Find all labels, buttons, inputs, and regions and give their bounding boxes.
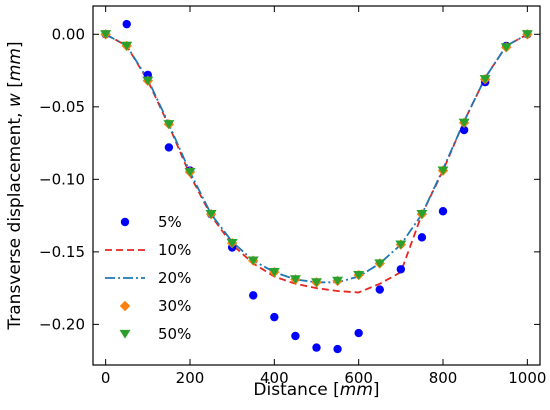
- data-point: [142, 76, 154, 86]
- data-point: [291, 331, 300, 341]
- data-point: [268, 268, 280, 277]
- data-point: [289, 275, 301, 285]
- x-tick-label: 200: [176, 369, 205, 387]
- y-axis-label-close: ]: [5, 41, 25, 48]
- data-point: [459, 125, 469, 135]
- y-axis-label-unit: mm: [5, 48, 25, 81]
- legend: 5% 10% 20% 30% 50%: [105, 213, 191, 343]
- x-tick-label: 1000: [508, 369, 546, 387]
- legend-label: 50%: [158, 325, 191, 343]
- x-tick-label: 0: [101, 369, 111, 387]
- x-axis-label-close: ]: [373, 380, 380, 400]
- legend-entry-50pct: 50%: [119, 325, 191, 343]
- legend-entry-20pct: 20%: [105, 269, 191, 287]
- y-axis-label-text: Transverse displacement,: [5, 107, 25, 331]
- plot-frame: [92, 5, 541, 366]
- data-point: [121, 41, 133, 51]
- data-point: [311, 278, 322, 287]
- x-tick-label: 400: [260, 369, 289, 387]
- data-point: [375, 285, 384, 294]
- data-point: [184, 167, 196, 177]
- y-tick-label: 0.00: [52, 25, 85, 43]
- legend-marker: [119, 329, 131, 339]
- data-point: [354, 328, 363, 338]
- plot-series-group: [100, 19, 533, 354]
- y-axis-label-var: w: [5, 93, 25, 107]
- y-axis-label: Transverse displacement, w [mm]: [5, 41, 25, 330]
- legend-entry-5pct: 5%: [120, 213, 182, 231]
- data-point: [270, 312, 279, 322]
- series-markers-50pct: [100, 30, 533, 287]
- x-axis-label-text: Distance [: [253, 380, 339, 400]
- legend-entry-10pct: 10%: [105, 241, 191, 259]
- data-point: [458, 118, 470, 128]
- data-point: [438, 207, 448, 216]
- y-tick-label: −0.20: [39, 315, 85, 333]
- data-point: [100, 30, 112, 39]
- data-point: [437, 166, 449, 176]
- x-axis-label: Distance [mm]: [253, 380, 379, 400]
- data-point: [205, 210, 217, 219]
- data-point: [416, 210, 428, 219]
- y-tick-label: −0.10: [39, 170, 85, 188]
- axis-ticks-group: 0 200 400 600 800 1000 0.00 −0.05 −0.10 −0.15 −0.2…: [39, 6, 546, 387]
- x-tick-label: 800: [429, 369, 458, 387]
- legend-marker: [120, 217, 130, 227]
- data-point: [122, 19, 131, 29]
- data-point: [332, 276, 344, 286]
- data-point: [164, 143, 174, 152]
- legend-label: 5%: [158, 213, 182, 231]
- legend-label: 30%: [158, 297, 191, 315]
- data-point: [226, 239, 238, 248]
- legend-marker: [119, 300, 131, 312]
- y-tick-label: −0.15: [39, 243, 85, 261]
- data-point: [333, 344, 342, 354]
- data-point: [247, 256, 259, 266]
- y-tick-label: −0.05: [39, 98, 85, 116]
- legend-label: 20%: [158, 269, 191, 287]
- data-point: [417, 233, 427, 242]
- data-point: [395, 240, 407, 250]
- data-point: [374, 259, 386, 269]
- legend-label: 10%: [158, 241, 191, 259]
- x-axis-label-unit: mm: [340, 380, 373, 400]
- data-point: [353, 270, 365, 280]
- data-point: [500, 43, 512, 53]
- data-point: [163, 120, 175, 129]
- legend-entry-30pct: 30%: [119, 297, 191, 315]
- x-tick-label: 600: [344, 369, 373, 387]
- data-point: [521, 30, 533, 39]
- data-point: [396, 265, 406, 274]
- data-point: [312, 343, 321, 352]
- data-point: [249, 291, 258, 300]
- y-axis-label-open: [: [5, 81, 25, 93]
- data-point: [479, 75, 491, 84]
